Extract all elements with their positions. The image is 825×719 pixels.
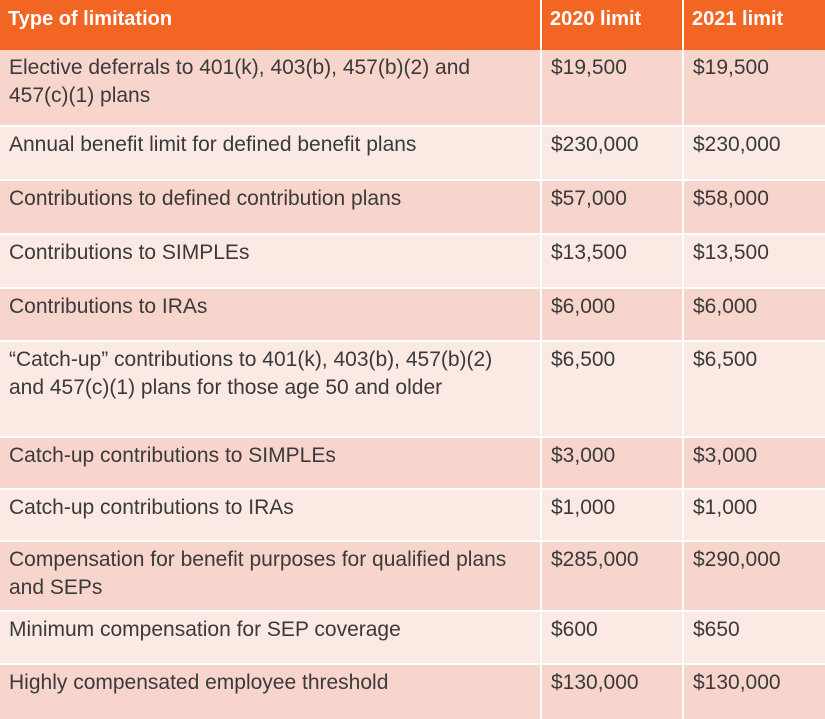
limit-cell: $3,000: [540, 436, 683, 489]
limit-cell: $3,000: [682, 436, 825, 489]
limit-cell: $58,000: [682, 179, 825, 234]
table-row: Annual benefit limit for defined benefit…: [0, 125, 825, 180]
limitation-cell: Elective deferrals to 401(k), 403(b), 45…: [0, 50, 541, 126]
limit-cell: $285,000: [540, 540, 683, 611]
table-row: Contributions to defined contribution pl…: [0, 179, 825, 234]
limitation-cell: Annual benefit limit for defined benefit…: [0, 125, 541, 180]
limit-cell: $290,000: [682, 540, 825, 611]
limit-cell: $13,500: [682, 233, 825, 288]
limitation-cell: Catch-up contributions to SIMPLEs: [0, 436, 541, 489]
limitation-cell: Catch-up contributions to IRAs: [0, 488, 541, 541]
limit-cell: $650: [682, 610, 825, 664]
table-row: Compensation for benefit purposes for qu…: [0, 540, 825, 611]
limit-cell: $6,500: [540, 340, 683, 437]
table-row: “Catch-up” contributions to 401(k), 403(…: [0, 340, 825, 437]
table-row: Minimum compensation for SEP coverage $60…: [0, 610, 825, 664]
limit-cell: $1,000: [682, 488, 825, 541]
table-row: Contributions to SIMPLEs $13,500 $13,500: [0, 233, 825, 288]
limit-cell: $230,000: [540, 125, 683, 180]
limit-cell: $6,500: [682, 340, 825, 437]
limitation-cell: Contributions to SIMPLEs: [0, 233, 541, 288]
limitation-cell: Contributions to defined contribution pl…: [0, 179, 541, 234]
limit-cell: $13,500: [540, 233, 683, 288]
limitation-cell: Contributions to IRAs: [0, 287, 541, 341]
header-cell: 2020 limit: [540, 0, 683, 50]
limit-cell: $57,000: [540, 179, 683, 234]
limitation-cell: Compensation for benefit purposes for qu…: [0, 540, 541, 611]
table-row: Highly compensated employee threshold $13…: [0, 663, 825, 719]
limitation-cell: Highly compensated employee threshold: [0, 663, 541, 719]
limit-cell: $1,000: [540, 488, 683, 541]
table-row: Catch-up contributions to IRAs $1,000 $1,0…: [0, 488, 825, 541]
table-row: Contributions to IRAs $6,000 $6,000: [0, 287, 825, 341]
table-row: Catch-up contributions to SIMPLEs $3,000 $…: [0, 436, 825, 489]
limit-cell: $19,500: [682, 50, 825, 126]
limit-cell: $19,500: [540, 50, 683, 126]
limit-cell: $130,000: [682, 663, 825, 719]
header-row: Type of limitation 2020 limit 2021 limit: [0, 0, 825, 50]
limit-cell: $230,000: [682, 125, 825, 180]
limit-cell: $600: [540, 610, 683, 664]
limit-cell: $6,000: [540, 287, 683, 341]
table-row: Elective deferrals to 401(k), 403(b), 45…: [0, 50, 825, 126]
limit-cell: $130,000: [540, 663, 683, 719]
limitation-cell: Minimum compensation for SEP coverage: [0, 610, 541, 664]
limit-cell: $6,000: [682, 287, 825, 341]
limitation-cell: “Catch-up” contributions to 401(k), 403(…: [0, 340, 541, 437]
header-cell: 2021 limit: [682, 0, 825, 50]
header-cell: Type of limitation: [0, 0, 541, 50]
